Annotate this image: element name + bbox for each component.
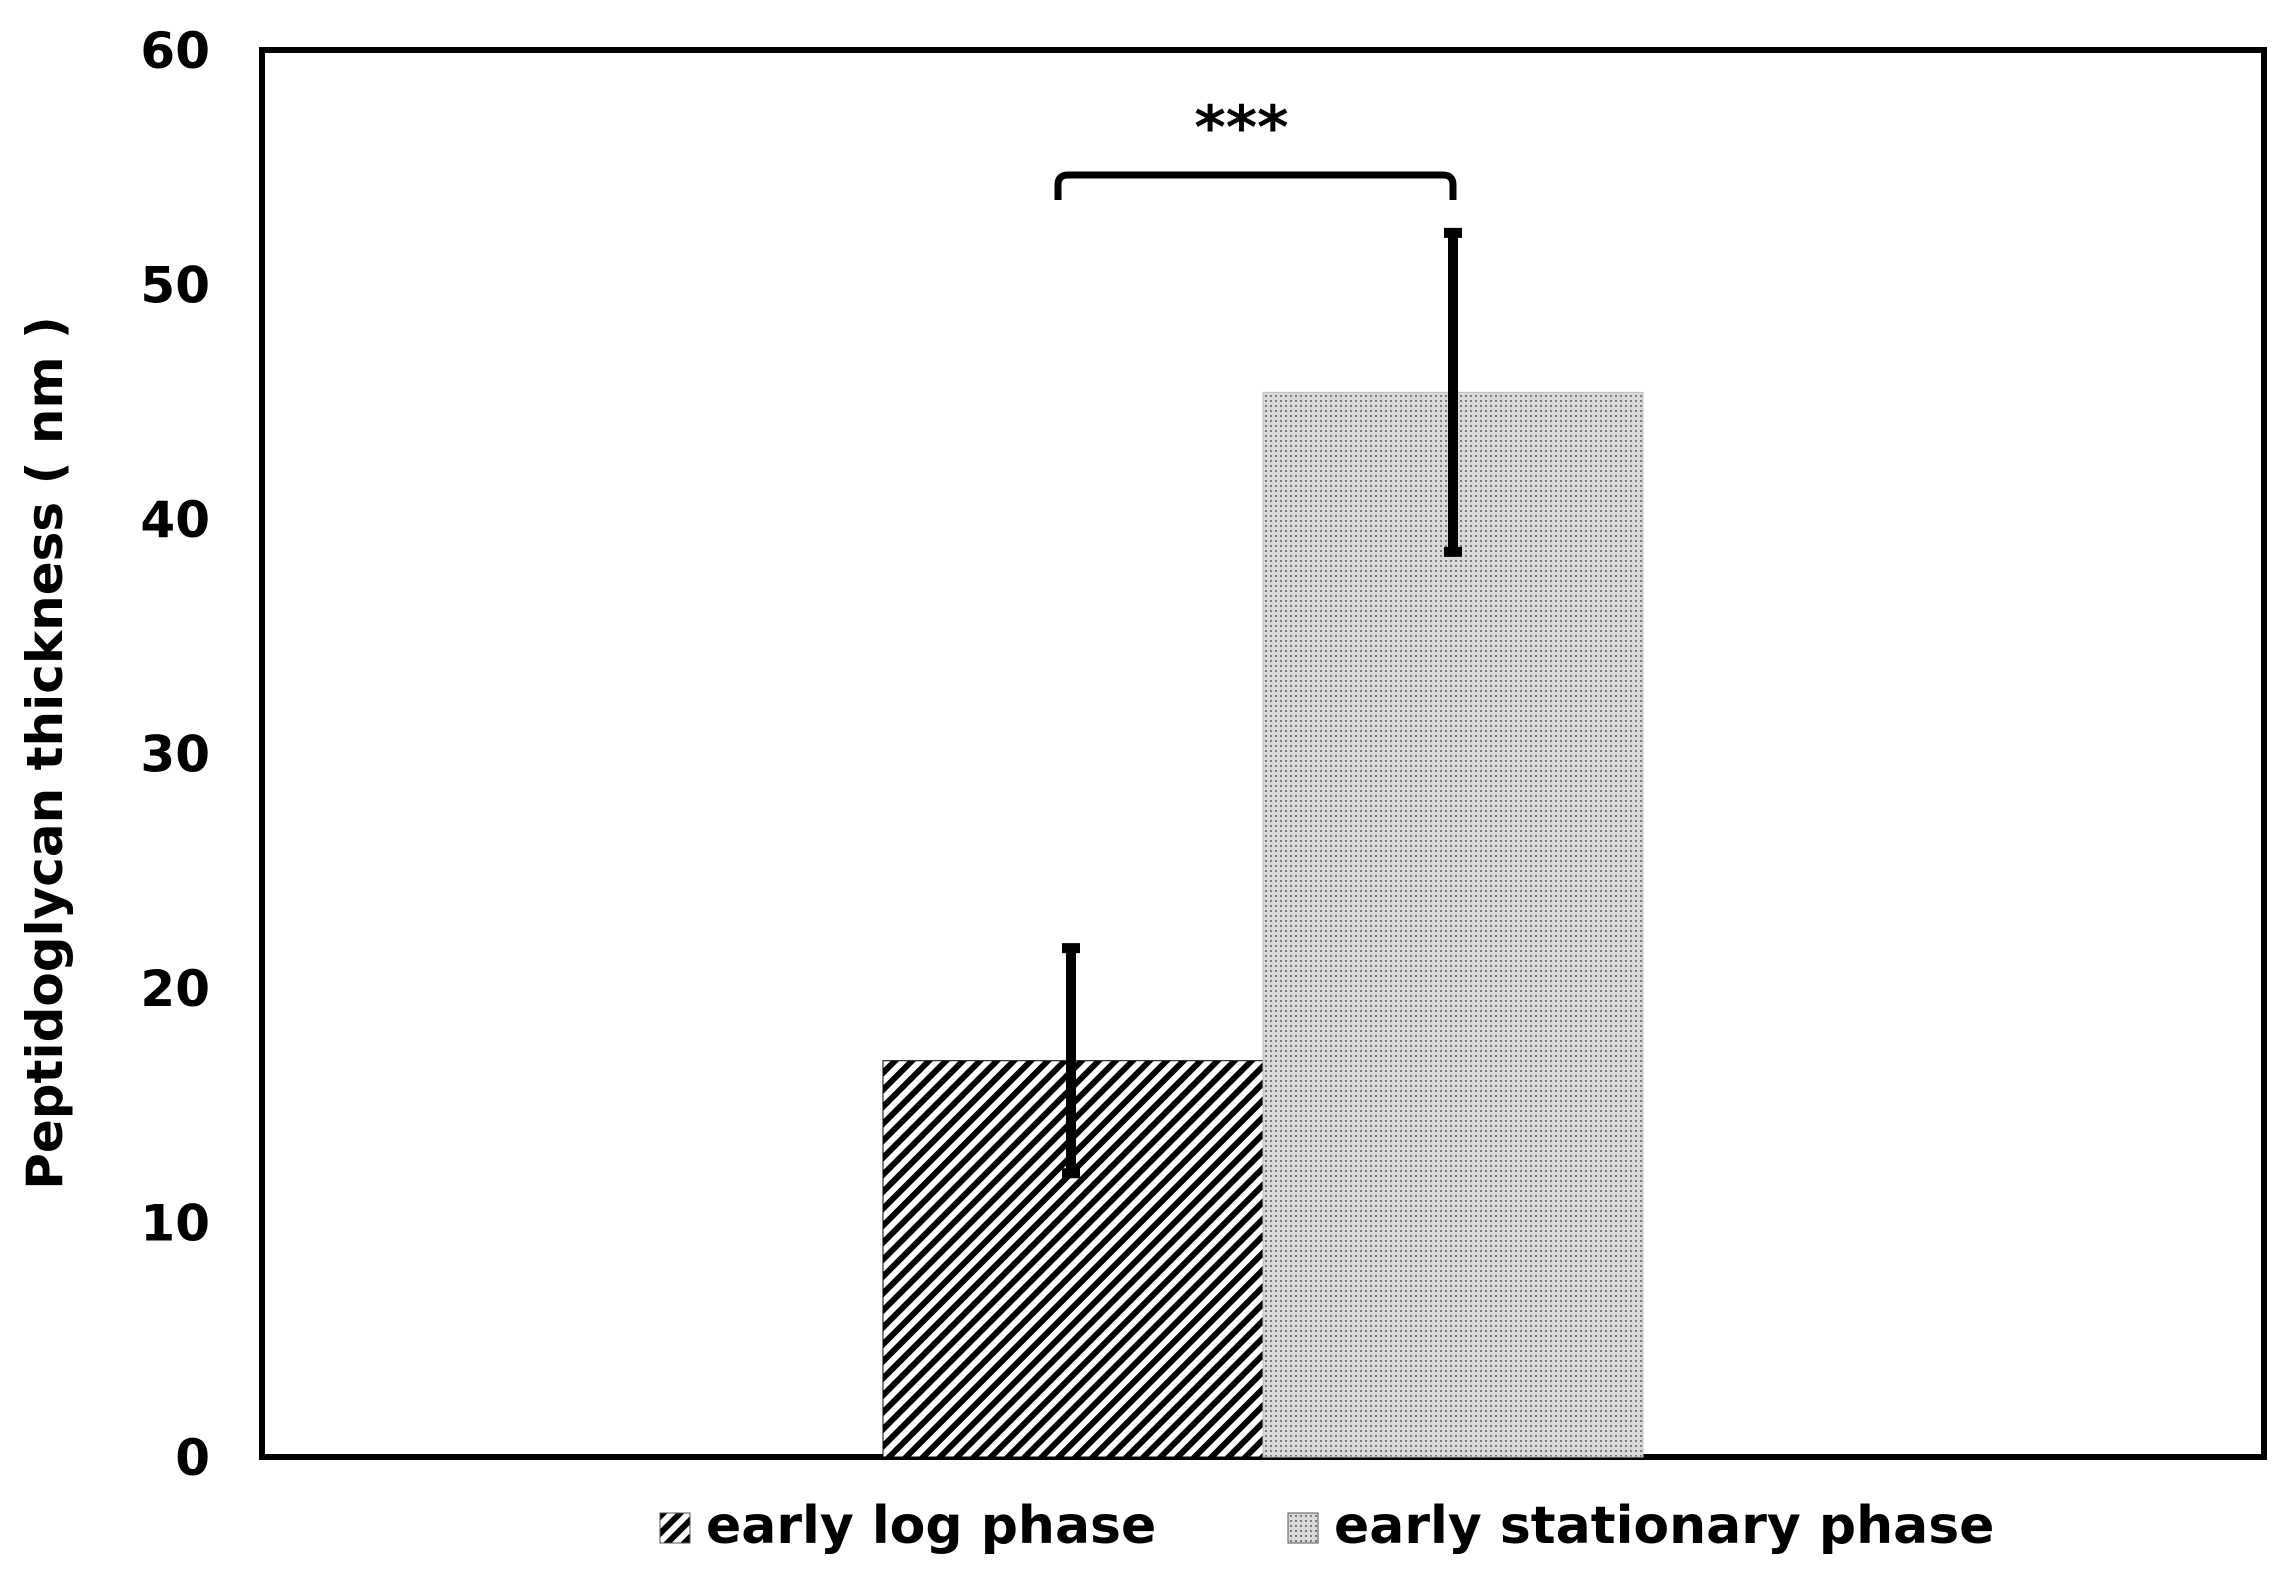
- y-tick-label: 60: [140, 22, 210, 80]
- y-axis-title: Peptidoglycan thickness ( nm ): [16, 316, 74, 1190]
- significance-bracket: [1054, 171, 1457, 200]
- significance-annotation: ***: [1054, 93, 1457, 200]
- y-tick-label: 30: [140, 726, 210, 784]
- y-tick-label: 10: [140, 1195, 210, 1253]
- legend-label: early stationary phase: [1334, 1496, 1994, 1556]
- y-tick-label: 20: [140, 960, 210, 1018]
- y-tick-label: 0: [175, 1429, 210, 1487]
- y-axis-ticks: 0 10 20 30 40 50 60: [140, 22, 210, 1487]
- y-tick-label: 50: [140, 257, 210, 315]
- legend-swatch: [659, 1512, 691, 1544]
- legend-swatch: [1287, 1512, 1319, 1544]
- y-tick-label: 40: [140, 491, 210, 549]
- legend-label: early log phase: [706, 1496, 1156, 1556]
- significance-label: ***: [1194, 93, 1288, 163]
- legend: early log phase early stationary phase: [659, 1496, 1994, 1556]
- error-bar-group: [1062, 227, 1462, 1179]
